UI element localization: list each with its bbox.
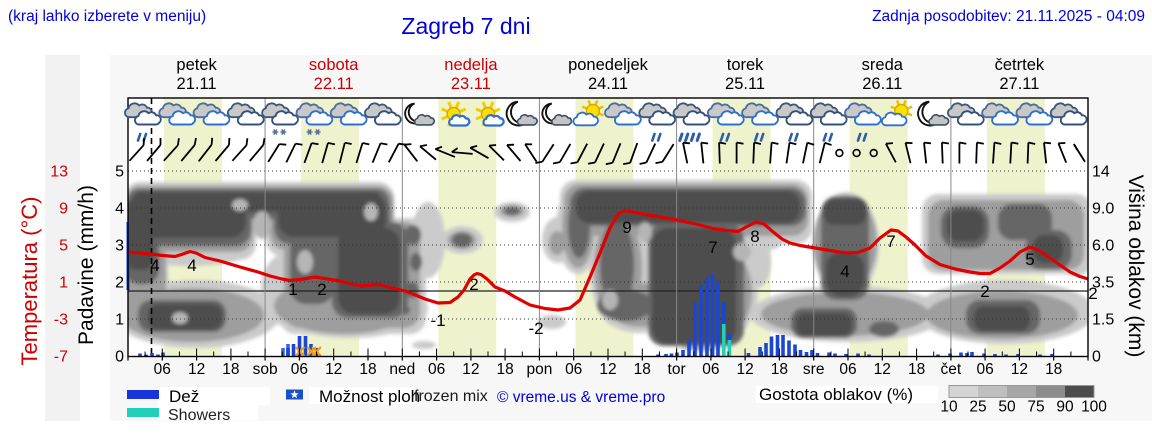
svg-text:-3: -3 <box>54 312 68 329</box>
svg-text:75: 75 <box>1027 399 1044 416</box>
svg-text:Zadnja posodobitev: 21.11.2025: Zadnja posodobitev: 21.11.2025 - 04:09 <box>872 8 1145 25</box>
svg-text:nedelja: nedelja <box>444 56 498 74</box>
svg-text:4: 4 <box>187 256 196 275</box>
svg-text:12: 12 <box>188 361 205 378</box>
svg-text:Gostota oblakov (%): Gostota oblakov (%) <box>759 385 913 404</box>
svg-text:petek: petek <box>176 56 217 74</box>
svg-text:13: 13 <box>50 164 68 181</box>
svg-text:06: 06 <box>702 361 719 378</box>
svg-text:četrtek: četrtek <box>995 56 1045 74</box>
svg-text:torek: torek <box>727 56 764 74</box>
svg-text:(kraj lahko izberete v meniju): (kraj lahko izberete v meniju) <box>8 8 206 25</box>
svg-text:1: 1 <box>59 275 68 292</box>
svg-text:sre: sre <box>803 361 825 378</box>
svg-text:18: 18 <box>359 361 376 378</box>
svg-text:ned: ned <box>389 361 415 378</box>
svg-text:2: 2 <box>115 275 124 292</box>
svg-text:18: 18 <box>771 361 788 378</box>
svg-text:2: 2 <box>469 275 478 294</box>
svg-text:23.11: 23.11 <box>451 75 491 93</box>
svg-text:sob: sob <box>253 361 278 378</box>
svg-text:06: 06 <box>428 361 445 378</box>
svg-text:Možnost ploh: Možnost ploh <box>319 387 420 406</box>
svg-text:4: 4 <box>115 201 124 218</box>
svg-text:Showers: Showers <box>168 407 230 424</box>
svg-text:24.11: 24.11 <box>588 75 628 93</box>
svg-text:-1: -1 <box>430 311 445 330</box>
svg-text:21.11: 21.11 <box>177 75 217 93</box>
svg-text:0: 0 <box>1092 349 1101 366</box>
svg-text:5: 5 <box>115 164 124 181</box>
svg-text:18: 18 <box>222 361 239 378</box>
svg-text:10: 10 <box>940 399 958 416</box>
svg-text:18: 18 <box>634 361 651 378</box>
svg-text:27.11: 27.11 <box>999 75 1039 93</box>
svg-text:Zagreb 7 dni: Zagreb 7 dni <box>401 13 530 39</box>
svg-text:2: 2 <box>980 282 989 301</box>
svg-text:9.0: 9.0 <box>1092 201 1114 218</box>
svg-text:1: 1 <box>288 280 297 299</box>
svg-text:Višina oblakov (km): Višina oblakov (km) <box>1124 175 1147 358</box>
svg-text:Dež: Dež <box>169 387 199 406</box>
svg-text:12: 12 <box>325 361 342 378</box>
svg-text:1.5: 1.5 <box>1092 312 1114 329</box>
svg-text:7: 7 <box>886 232 895 251</box>
svg-text:12: 12 <box>874 361 891 378</box>
svg-text:8: 8 <box>750 227 759 246</box>
svg-text:12: 12 <box>599 361 616 378</box>
svg-text:5: 5 <box>1025 250 1034 269</box>
svg-text:Padavine (mm/h): Padavine (mm/h) <box>75 185 98 345</box>
svg-text:25: 25 <box>969 399 986 416</box>
svg-text:6.0: 6.0 <box>1092 238 1114 255</box>
svg-text:pon: pon <box>526 361 552 378</box>
svg-text:7: 7 <box>708 238 717 257</box>
svg-text:18: 18 <box>1045 361 1062 378</box>
svg-text:90: 90 <box>1056 399 1074 416</box>
svg-text:18: 18 <box>908 361 925 378</box>
svg-text:© vreme.us & vreme.pro: © vreme.us & vreme.pro <box>497 389 665 406</box>
svg-text:-7: -7 <box>54 349 68 366</box>
svg-text:Temperatura (°C): Temperatura (°C) <box>17 197 42 366</box>
svg-text:0: 0 <box>115 349 124 366</box>
svg-text:06: 06 <box>565 361 582 378</box>
svg-text:1: 1 <box>115 312 124 329</box>
svg-text:26.11: 26.11 <box>862 75 902 93</box>
svg-text:25.11: 25.11 <box>725 75 765 93</box>
svg-text:06: 06 <box>291 361 308 378</box>
svg-text:4: 4 <box>840 262 849 281</box>
svg-text:06: 06 <box>154 361 171 378</box>
svg-text:frozen mix: frozen mix <box>414 388 488 405</box>
svg-text:12: 12 <box>736 361 753 378</box>
svg-text:2: 2 <box>1088 284 1097 303</box>
svg-text:čet: čet <box>941 361 962 378</box>
svg-text:06: 06 <box>839 361 856 378</box>
svg-text:sobota: sobota <box>309 56 359 74</box>
svg-text:9: 9 <box>622 218 631 237</box>
svg-text:sreda: sreda <box>862 56 904 74</box>
svg-text:18: 18 <box>496 361 513 378</box>
svg-text:9: 9 <box>59 201 68 218</box>
svg-text:50: 50 <box>998 399 1016 416</box>
svg-text:22.11: 22.11 <box>314 75 354 93</box>
svg-text:2: 2 <box>317 280 326 299</box>
svg-text:12: 12 <box>1011 361 1028 378</box>
svg-text:5: 5 <box>59 238 68 255</box>
svg-text:3.5: 3.5 <box>1092 275 1114 292</box>
svg-text:100: 100 <box>1081 399 1107 416</box>
svg-text:3: 3 <box>115 238 124 255</box>
svg-text:14: 14 <box>1092 164 1110 181</box>
svg-text:-2: -2 <box>528 319 543 338</box>
svg-text:06: 06 <box>976 361 993 378</box>
svg-text:tor: tor <box>668 361 686 378</box>
svg-text:ponedeljek: ponedeljek <box>568 56 649 74</box>
svg-text:4: 4 <box>150 256 159 275</box>
svg-text:12: 12 <box>462 361 479 378</box>
